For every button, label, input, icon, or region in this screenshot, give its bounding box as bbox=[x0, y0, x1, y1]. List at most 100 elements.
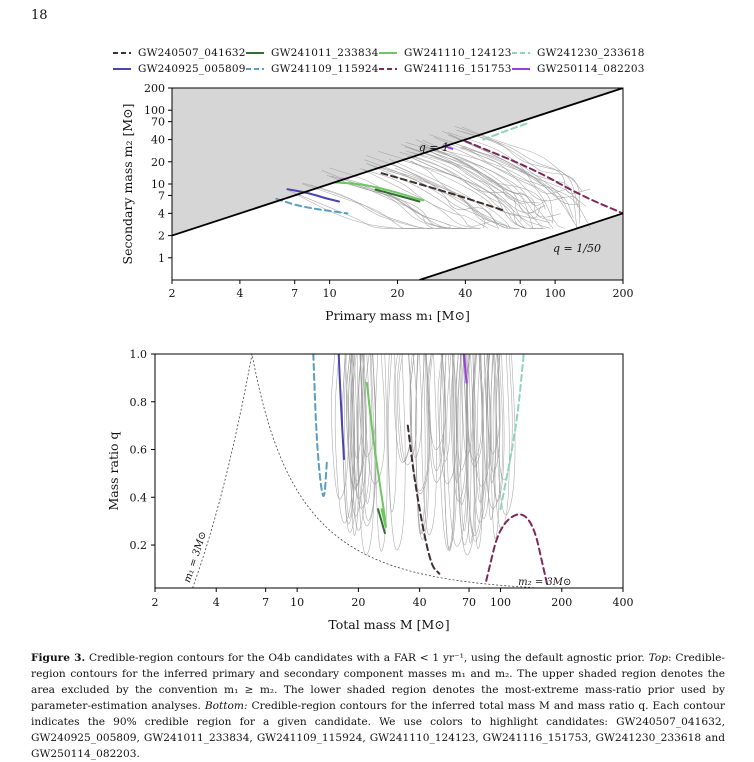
x-tick-label: 100 bbox=[545, 287, 566, 300]
plot-area-bottom bbox=[192, 354, 549, 588]
background-contour bbox=[482, 354, 504, 509]
legend-row: GW240507_041632 GW241011_233834 GW241110_1… bbox=[112, 45, 644, 61]
contour-top-GW241110_124123 bbox=[333, 181, 425, 202]
legend-item: GW241230_233618 bbox=[511, 45, 644, 61]
y-tick-label: 0.6 bbox=[130, 444, 148, 457]
mass-ratio-chart: m₁ = 3M⊙ m₂ = 3M⊙ 2 4 7 10 20 40 70 100 200 400 0.2 0… bbox=[106, 348, 634, 632]
background-contour bbox=[350, 354, 366, 531]
background-contour bbox=[440, 149, 566, 229]
x-tick-label: 200 bbox=[551, 596, 572, 609]
background-contour bbox=[364, 354, 386, 485]
legend-swatch bbox=[246, 52, 264, 54]
background-contour bbox=[387, 170, 511, 229]
contour-top-GW241109_115924 bbox=[275, 197, 349, 215]
legend-swatch bbox=[512, 68, 530, 70]
background-contour bbox=[465, 354, 485, 542]
x-tick-label: 10 bbox=[323, 287, 337, 300]
y-tick-label: 4 bbox=[158, 207, 165, 220]
contour-bottom-GW241110_124123 bbox=[365, 381, 387, 529]
background-contour bbox=[427, 354, 447, 450]
contour-bottom-GW240925_005809 bbox=[337, 354, 345, 461]
y-tick-label: 1.0 bbox=[130, 348, 148, 361]
legend-label: GW240925_005809 bbox=[138, 63, 246, 75]
background-contour bbox=[471, 354, 488, 523]
background-contour bbox=[348, 183, 481, 229]
x-tick-label: 4 bbox=[213, 596, 220, 609]
x-tick-label: 2 bbox=[169, 287, 176, 300]
y-axis-label: Mass ratio q bbox=[106, 431, 121, 510]
legend-item: GW241116_151753 bbox=[378, 61, 511, 77]
background-contour bbox=[399, 151, 526, 229]
y-tick-label: 100 bbox=[144, 104, 165, 117]
x-tick-label: 10 bbox=[290, 596, 304, 609]
background-contour bbox=[409, 151, 546, 229]
x-tick-label: 400 bbox=[613, 596, 634, 609]
contour-bottom-GW241109_115924 bbox=[312, 354, 328, 497]
background-contour bbox=[433, 137, 564, 202]
legend-label: GW241011_233834 bbox=[271, 47, 379, 59]
background-contour bbox=[398, 354, 418, 466]
contour-top-GW241116_151753 bbox=[464, 140, 623, 215]
legend-item: GW240507_041632 bbox=[112, 45, 245, 61]
background-contour bbox=[455, 354, 468, 505]
background-contour bbox=[302, 182, 441, 229]
background-contour bbox=[444, 143, 574, 219]
x-axis-label: Total mass M [M⊙] bbox=[328, 617, 449, 632]
x-tick-label: 70 bbox=[462, 596, 476, 609]
background-contour bbox=[378, 151, 508, 226]
legend-swatch bbox=[113, 68, 131, 70]
caption-top-label: Top bbox=[648, 652, 668, 664]
background-contour bbox=[457, 354, 472, 546]
plot-frame-bottom bbox=[154, 353, 624, 589]
legend-item: GW241109_115924 bbox=[245, 61, 378, 77]
contour-bottom-GW241011_233834 bbox=[377, 508, 386, 535]
background-contour bbox=[419, 145, 546, 214]
legend-item: GW240925_005809 bbox=[112, 61, 245, 77]
background-contour bbox=[415, 354, 426, 535]
contour-top-GW240925_005809 bbox=[286, 188, 340, 203]
background-contour bbox=[344, 354, 355, 519]
background-contour bbox=[455, 354, 469, 471]
background-contour bbox=[366, 163, 490, 227]
legend-swatch bbox=[512, 52, 530, 54]
x-tick-label: 20 bbox=[351, 596, 365, 609]
caption-part1: Credible-region contours for the O4b can… bbox=[88, 652, 645, 664]
legend-label: GW241230_233618 bbox=[537, 47, 645, 59]
background-contour bbox=[329, 167, 451, 229]
background-contour bbox=[495, 354, 513, 481]
caption-label: Figure 3. bbox=[31, 652, 86, 664]
background-contour bbox=[433, 152, 561, 218]
background-contour bbox=[418, 146, 542, 219]
background-contour bbox=[309, 184, 433, 229]
background-contour bbox=[431, 151, 553, 222]
background-contour bbox=[297, 194, 416, 229]
background-contour bbox=[443, 354, 456, 552]
m1-limit-curve bbox=[192, 354, 253, 588]
contour-bottom-GW241230_233618 bbox=[499, 354, 525, 511]
legend-item: GW250114_082203 bbox=[511, 61, 644, 77]
background-contour bbox=[342, 354, 358, 533]
x-tick-label: 7 bbox=[291, 287, 298, 300]
y-tick-label: 0.8 bbox=[130, 396, 148, 409]
legend-item: GW241011_233834 bbox=[245, 45, 378, 61]
legend-label: GW241110_124123 bbox=[404, 47, 512, 59]
background-contour bbox=[477, 354, 491, 519]
background-contour bbox=[459, 354, 469, 531]
background-contour bbox=[410, 148, 544, 229]
background-contour bbox=[473, 354, 488, 503]
background-contour bbox=[331, 354, 349, 500]
y-tick-label: 20 bbox=[151, 156, 165, 169]
background-contour bbox=[401, 144, 525, 205]
legend-label: GW241116_151753 bbox=[404, 63, 512, 75]
background-contour bbox=[405, 150, 534, 214]
caption-bottom-label: Bottom: bbox=[204, 700, 248, 712]
contour-top-GW240507_041632 bbox=[380, 172, 507, 212]
annotation-q1: q = 1 bbox=[419, 141, 449, 154]
background-contour bbox=[302, 183, 432, 229]
background-contour bbox=[334, 354, 354, 524]
background-contour bbox=[367, 163, 499, 229]
background-contour bbox=[363, 169, 481, 229]
y-tick-label: 10 bbox=[151, 178, 165, 191]
legend-swatch bbox=[113, 52, 131, 54]
y-tick-label: 40 bbox=[151, 134, 165, 147]
